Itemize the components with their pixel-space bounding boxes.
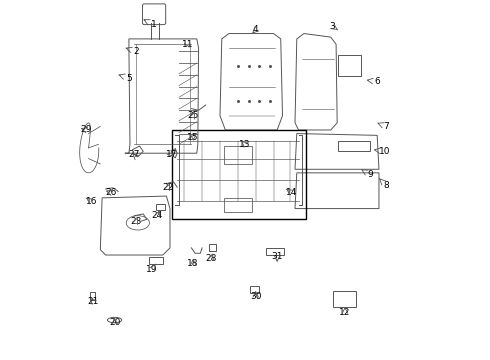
Bar [338, 141, 370, 152]
Text: 29: 29 [80, 126, 92, 135]
Text: 17: 17 [166, 150, 177, 159]
Text: 22: 22 [163, 183, 174, 192]
Ellipse shape [107, 318, 122, 323]
Text: 24: 24 [152, 211, 163, 220]
Text: 5: 5 [126, 74, 132, 83]
Bar [148, 257, 163, 264]
Text: 30: 30 [250, 292, 262, 301]
Text: 13: 13 [239, 140, 251, 149]
Text: 9: 9 [367, 170, 373, 179]
Bar [333, 291, 356, 307]
Text: 18: 18 [188, 260, 199, 269]
Text: 15: 15 [188, 132, 199, 141]
Text: 10: 10 [379, 147, 390, 156]
Ellipse shape [126, 216, 149, 230]
Text: 2: 2 [133, 47, 139, 56]
Text: 8: 8 [383, 181, 389, 190]
Bar [267, 248, 284, 255]
Text: 26: 26 [105, 188, 117, 197]
Text: 19: 19 [147, 265, 158, 274]
Bar [223, 198, 252, 212]
Text: 16: 16 [86, 197, 97, 206]
Text: 4: 4 [253, 26, 259, 35]
Text: 20: 20 [109, 318, 121, 327]
Text: 14: 14 [286, 188, 297, 197]
Text: 1: 1 [151, 20, 157, 29]
Text: 27: 27 [128, 150, 140, 159]
Text: 11: 11 [182, 40, 194, 49]
Text: 7: 7 [383, 122, 389, 131]
Text: 28: 28 [205, 254, 217, 263]
Text: 12: 12 [340, 308, 351, 317]
Bar [209, 244, 217, 251]
Bar [172, 130, 306, 219]
Bar [90, 292, 95, 300]
Text: 23: 23 [130, 217, 142, 226]
Text: 21: 21 [88, 297, 99, 306]
Text: 25: 25 [188, 111, 199, 120]
Bar [338, 55, 361, 76]
Text: 31: 31 [271, 252, 283, 261]
Text: 3: 3 [330, 22, 335, 31]
Bar [250, 286, 259, 293]
Bar [156, 204, 165, 210]
FancyBboxPatch shape [143, 4, 166, 24]
Bar [223, 146, 252, 164]
Text: 6: 6 [374, 77, 380, 86]
